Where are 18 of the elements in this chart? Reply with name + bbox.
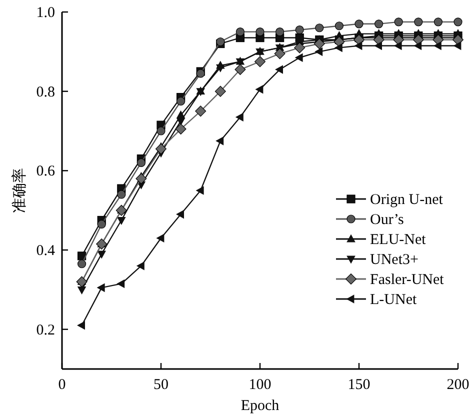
- y-tick-label: 0.6: [36, 164, 56, 180]
- legend-label: Orign U-net: [370, 192, 444, 208]
- legend-label: UNet3+: [370, 252, 418, 268]
- legend-label: L-UNet: [370, 292, 418, 308]
- x-tick-label: 50: [154, 377, 168, 393]
- legend-label: Our’s: [370, 212, 404, 228]
- y-tick-label: 0.2: [36, 322, 55, 338]
- legend-label: Fasler-UNet: [370, 272, 445, 288]
- legend-label: ELU-Net: [370, 232, 427, 248]
- y-tick-label: 0.4: [36, 243, 56, 259]
- y-tick-label: 1.0: [36, 5, 55, 21]
- x-tick-label: 100: [248, 377, 272, 393]
- x-axis-title: Epoch: [240, 398, 280, 414]
- x-tick-label: 150: [348, 377, 370, 393]
- y-axis-title: 准确率: [11, 168, 28, 213]
- y-tick-label: 0.8: [36, 84, 55, 100]
- x-tick-label: 200: [446, 377, 470, 393]
- x-tick-label: 0: [58, 377, 66, 393]
